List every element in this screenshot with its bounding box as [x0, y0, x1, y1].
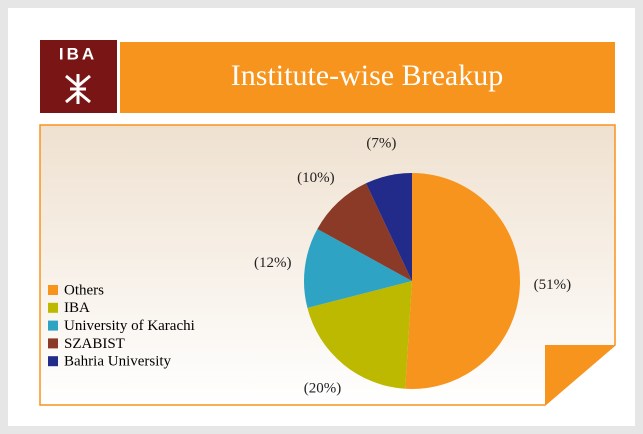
logo-text: IBA	[59, 44, 97, 63]
legend-swatch	[48, 356, 58, 367]
legend-swatch	[48, 285, 58, 295]
legend-label: IBA	[64, 300, 90, 316]
legend-swatch	[48, 320, 58, 331]
data-label: (12%)	[254, 255, 292, 271]
legend-swatch	[48, 338, 58, 349]
pie-slice	[405, 173, 520, 389]
legend-label: Others	[64, 282, 104, 298]
pie-slice	[317, 183, 412, 281]
folded-corner	[545, 345, 615, 405]
legend-swatch	[48, 302, 58, 313]
data-label: (7%)	[366, 135, 396, 151]
data-label: (10%)	[297, 170, 335, 186]
pie-slice	[366, 173, 412, 281]
pie-slice	[303, 228, 412, 308]
pie-chart: (51%) (20%) (12%) (10%) (7%) Others IBA Univers…	[48, 135, 572, 397]
data-label: (51%)	[534, 277, 572, 293]
legend-label: SZABIST	[64, 336, 125, 352]
title-bar	[120, 42, 615, 113]
pie-slice	[307, 281, 412, 389]
data-label: (20%)	[304, 381, 342, 397]
chart-title: Institute-wise Breakup	[231, 59, 503, 92]
legend-label: University of Karachi	[64, 318, 195, 334]
legend-label: Bahria University	[64, 354, 172, 370]
logo-icon	[65, 74, 91, 104]
